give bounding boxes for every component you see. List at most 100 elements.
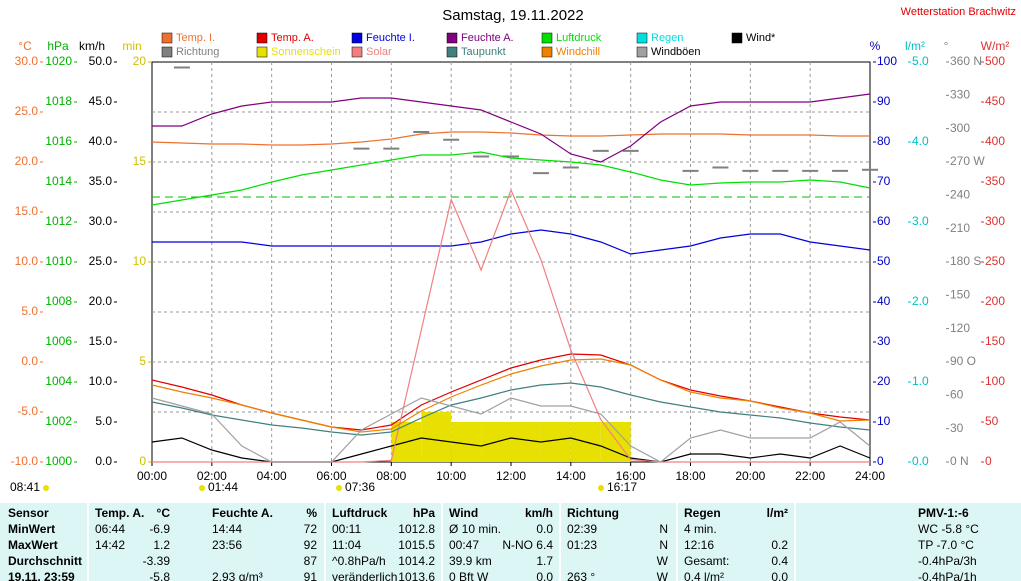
- table-cell: 39.9 km: [449, 554, 492, 568]
- table-header: Regen: [684, 506, 721, 520]
- table-cell: 00:47: [449, 538, 479, 552]
- table-cell: 4 min.: [684, 522, 717, 536]
- legend-swatch: [351, 32, 363, 44]
- y-tick-label: 1012: [45, 214, 72, 228]
- data-table: Sensor Temp. A. °C Feuchte A.% Luftdruck hPa W…: [8, 503, 979, 581]
- y-tick-label: -5.0: [17, 404, 38, 418]
- table-header: °C: [157, 506, 171, 520]
- table-cell: 06:44: [95, 522, 125, 536]
- y-tick-label: 2.0: [912, 294, 929, 308]
- legend-label: Regen: [651, 32, 683, 44]
- x-tick-label: 14:00: [556, 469, 586, 483]
- y-tick-label: 15: [133, 154, 147, 168]
- y-tick-label: 30.0: [15, 54, 39, 68]
- y-tick-label: 0 N: [950, 454, 969, 468]
- y-tick-label: 30.0: [89, 214, 113, 228]
- bar: [421, 412, 452, 462]
- table-cell: -3.39: [143, 554, 171, 568]
- y-tick-label: 10.0: [89, 374, 113, 388]
- series-line: [151, 397, 871, 463]
- y-tick-label: 300: [985, 214, 1005, 228]
- table-cell: veränderlich: [332, 570, 397, 581]
- y-tick-label: 70: [877, 174, 891, 188]
- annotation: 07:36: [345, 480, 375, 494]
- x-tick-label: 02:00: [197, 469, 227, 483]
- axis-label: W/m²: [981, 39, 1010, 53]
- series-line: [151, 358, 871, 433]
- y-tick-label: 4.0: [912, 134, 929, 148]
- axis-label: hPa: [47, 39, 69, 53]
- y-tick-label: 10: [877, 414, 891, 428]
- table-header: Richtung: [567, 506, 619, 520]
- bar: [540, 422, 571, 462]
- annotation: 16:17: [607, 480, 637, 494]
- x-tick-label: 08:00: [376, 469, 406, 483]
- y-tick-label: 80: [877, 134, 891, 148]
- x-tick-label: 22:00: [795, 469, 825, 483]
- table-cell: Gesamt:: [684, 554, 729, 568]
- y-tick-label: 5: [139, 354, 146, 368]
- station-name: Wetterstation Brachwitz: [901, 6, 1016, 18]
- axis-label: l/m²: [905, 39, 925, 53]
- y-tick-label: 60: [950, 388, 964, 402]
- series-line: [152, 93, 871, 163]
- y-tick-label: 20.0: [15, 154, 39, 168]
- y-tick-label: 0.0: [21, 354, 38, 368]
- x-tick-label: 12:00: [496, 469, 526, 483]
- annotation: 08:41: [10, 480, 40, 494]
- y-tick-label: 1004: [45, 374, 72, 388]
- table-cell: -5.8: [149, 570, 170, 581]
- table-cell: 1013.6: [398, 570, 435, 581]
- y-tick-label: 30: [950, 421, 964, 435]
- legend-label: Temp. I.: [176, 32, 215, 44]
- legend-label: Solar: [366, 46, 392, 58]
- table-cell: 1.7: [536, 554, 553, 568]
- y-tick-label: 40.0: [89, 134, 113, 148]
- y-tick-label: 360 N: [950, 54, 982, 68]
- x-tick-label: 20:00: [735, 469, 765, 483]
- legend-label: Feuchte A.: [461, 32, 514, 44]
- row-label: 19.11. 23:59: [8, 570, 75, 581]
- bar: [451, 422, 482, 462]
- table-cell: 0.0: [536, 522, 553, 536]
- y-tick-label: 1014: [45, 174, 72, 188]
- sun-icon: [43, 485, 49, 491]
- y-tick-label: 400: [985, 134, 1005, 148]
- y-tick-label: 500: [985, 54, 1005, 68]
- chart-title: Samstag, 19.11.2022: [442, 7, 584, 24]
- y-tick-label: 150: [985, 334, 1005, 348]
- y-tick-label: 240: [950, 188, 970, 202]
- table-cell: 12:16: [684, 538, 714, 552]
- y-tick-label: 150: [950, 288, 970, 302]
- legend-swatch: [731, 32, 743, 44]
- legend-swatch: [636, 46, 648, 58]
- sun-icon: [199, 485, 205, 491]
- x-tick-label: 10:00: [436, 469, 466, 483]
- y-tick-label: -10.0: [11, 454, 39, 468]
- table-cell: 02:39: [567, 522, 597, 536]
- sun-icon: [336, 485, 342, 491]
- table-header: l/m²: [767, 506, 788, 520]
- table-cell: N-NO 6.4: [502, 538, 553, 552]
- table-cell: 0.0: [771, 570, 788, 581]
- y-tick-label: 45.0: [89, 94, 113, 108]
- table-cell: 0.4: [771, 554, 788, 568]
- legend-swatch: [161, 32, 173, 44]
- table-cell: 1014.2: [398, 554, 435, 568]
- table-cell: TP -7.0 °C: [918, 538, 974, 552]
- y-tick-label: 60: [877, 214, 891, 228]
- table-cell: -0.4hPa/3h: [918, 554, 977, 568]
- y-tick-label: 250: [985, 254, 1005, 268]
- y-tick-label: 20.0: [89, 294, 113, 308]
- series-line: [151, 131, 870, 146]
- axis-label: °C: [18, 39, 32, 53]
- axis-label: min: [122, 39, 141, 53]
- legend-label: Sonnenschein: [271, 46, 341, 58]
- y-tick-label: 10.0: [15, 254, 39, 268]
- y-tick-label: 90 O: [950, 354, 976, 368]
- table-header: Sensor: [8, 506, 49, 520]
- axis-label: %: [870, 39, 881, 53]
- x-tick-label: 06:00: [316, 469, 346, 483]
- y-tick-label: 350: [985, 174, 1005, 188]
